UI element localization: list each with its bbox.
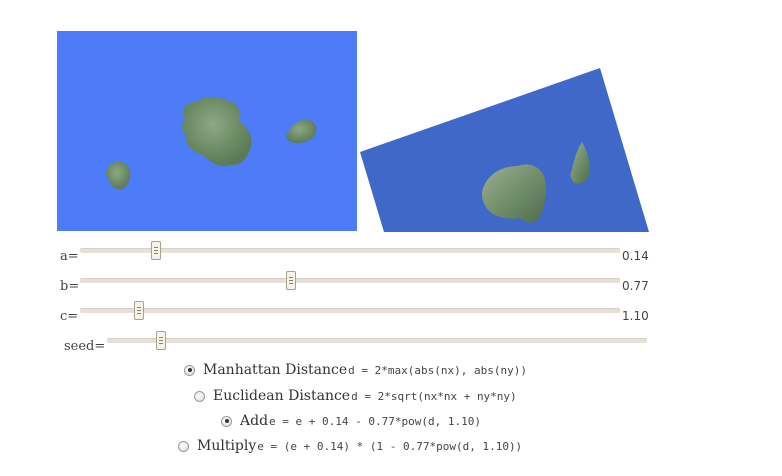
slider-label-a: a= <box>60 249 79 264</box>
option-formula: d = 2*sqrt(nx*nx + ny*ny) <box>351 389 517 403</box>
slider-label-b: b= <box>60 279 80 294</box>
island-right <box>286 119 317 144</box>
slider-value-b: 0.77 <box>622 279 649 293</box>
slider-value-c: 1.10 <box>622 309 649 323</box>
slider-thumb-a[interactable] <box>150 241 161 260</box>
slider-track-a[interactable] <box>80 248 620 253</box>
map-2d-view <box>57 31 357 231</box>
option-label: Manhattan Distance <box>203 362 348 378</box>
slider-thumb-c[interactable] <box>134 301 145 320</box>
option-label: Euclidean Distance <box>213 388 351 404</box>
radio-multiply[interactable] <box>178 440 189 452</box>
option-label: Add <box>240 413 269 429</box>
radio-manhattan-distance[interactable] <box>184 364 195 376</box>
slider-label-c: c= <box>60 309 79 324</box>
option-add[interactable]: Add e = e + 0.14 - 0.77*pow(d, 1.10) <box>221 413 481 429</box>
option-formula: d = 2*max(abs(nx), abs(ny)) <box>348 363 527 377</box>
option-formula: e = e + 0.14 - 0.77*pow(d, 1.10) <box>269 414 481 428</box>
slider-track-c[interactable] <box>80 308 620 313</box>
radio-euclidean-distance[interactable] <box>194 390 205 402</box>
option-multiply[interactable]: Multiply e = (e + 0.14) * (1 - 0.77*pow(… <box>178 438 522 454</box>
option-manhattan-distance[interactable]: Manhattan Distance d = 2*max(abs(nx), ab… <box>184 362 527 378</box>
slider-value-a: 0.14 <box>622 249 649 263</box>
island-3d-right <box>570 142 590 184</box>
island-large <box>182 97 252 167</box>
option-label: Multiply <box>197 438 257 454</box>
island-3d-large <box>482 164 547 223</box>
slider-label-seed: seed= <box>64 339 106 354</box>
slider-track-b[interactable] <box>80 278 620 283</box>
slider-track-seed[interactable] <box>107 338 647 343</box>
slider-thumb-seed[interactable] <box>156 331 166 350</box>
map-3d-view <box>360 68 649 232</box>
island-left <box>105 161 131 190</box>
truncated-heading-text: · · <box>186 0 198 6</box>
map-3d-water <box>360 68 649 232</box>
option-euclidean-distance[interactable]: Euclidean Distance d = 2*sqrt(nx*nx + ny… <box>194 388 517 404</box>
option-formula: e = (e + 0.14) * (1 - 0.77*pow(d, 1.10)) <box>257 439 523 453</box>
radio-add[interactable] <box>221 415 232 427</box>
slider-thumb-b[interactable] <box>285 271 296 290</box>
